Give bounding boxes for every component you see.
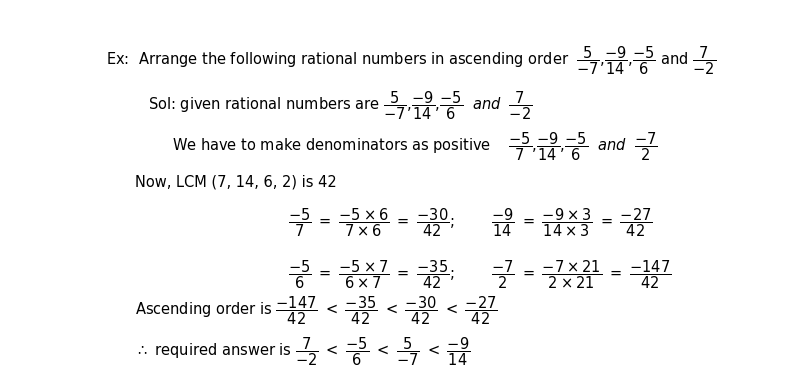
Text: Now, LCM (7, 14, 6, 2) is 42: Now, LCM (7, 14, 6, 2) is 42: [136, 174, 337, 189]
Text: $\therefore$ required answer is $\dfrac{7}{-2}$ $<$ $\dfrac{-5}{6}$ $<$ $\dfrac{: $\therefore$ required answer is $\dfrac{…: [136, 335, 471, 368]
Text: We have to make denominators as positive    $\dfrac{-5}{7}$,$\dfrac{-9}{14}$,$\d: We have to make denominators as positive…: [172, 130, 657, 163]
Text: $\dfrac{-5}{6}$ $=$ $\dfrac{-5\times7}{6\times7}$ $=$ $\dfrac{-35}{42}$;        : $\dfrac{-5}{6}$ $=$ $\dfrac{-5\times7}{6…: [288, 258, 671, 291]
Text: Sol: given rational numbers are $\dfrac{5}{-7}$,$\dfrac{-9}{14}$,$\dfrac{-5}{6}$: Sol: given rational numbers are $\dfrac{…: [148, 90, 532, 123]
Text: $\dfrac{-5}{7}$ $=$ $\dfrac{-5\times6}{7\times6}$ $=$ $\dfrac{-30}{42}$;        : $\dfrac{-5}{7}$ $=$ $\dfrac{-5\times6}{7…: [288, 206, 653, 239]
Text: Ex:  Arrange the following rational numbers in ascending order  $\dfrac{5}{-7}$,: Ex: Arrange the following rational numbe…: [106, 45, 716, 78]
Text: Ascending order is $\dfrac{-147}{42}$ $<$ $\dfrac{-35}{42}$ $<$ $\dfrac{-30}{42}: Ascending order is $\dfrac{-147}{42}$ $<…: [136, 294, 498, 327]
